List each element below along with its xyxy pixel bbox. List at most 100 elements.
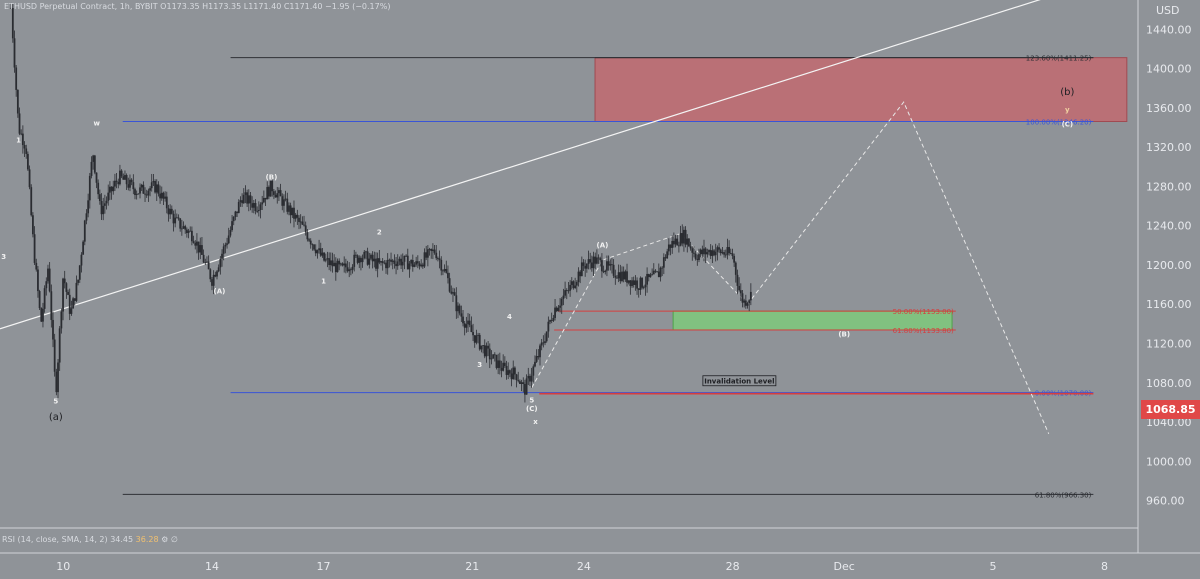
candle-body (502, 362, 505, 371)
candle-body (530, 375, 533, 382)
candle-body (28, 169, 31, 188)
candle-body (540, 342, 543, 346)
candle-body (410, 260, 413, 264)
candle-body (716, 247, 719, 252)
candle-body (490, 358, 493, 360)
candle-body (21, 133, 24, 146)
candle-body (580, 262, 583, 277)
candle-body (288, 205, 290, 212)
trendline (0, 0, 1041, 330)
candle-body (674, 238, 677, 245)
candle-body (246, 192, 249, 204)
candle-body (75, 282, 78, 301)
candle-body (331, 260, 334, 267)
candle-body (314, 249, 317, 254)
candle-body (37, 269, 39, 292)
candle-body (308, 239, 310, 241)
candle-body (68, 294, 71, 314)
candle-body (425, 252, 428, 258)
candle-body (47, 268, 49, 282)
candle-body (746, 303, 749, 306)
candle-body (642, 287, 645, 289)
candle-body (187, 230, 190, 234)
settings-icon[interactable]: ⚙ (161, 535, 169, 544)
candle-body (527, 375, 530, 379)
level-label-50.00: 50.00%(1153.00) (893, 308, 954, 316)
candle-body (585, 263, 588, 269)
wave-label: (B) (266, 174, 278, 182)
candle-body (544, 341, 546, 344)
candle-body (376, 258, 379, 269)
candle-body (214, 274, 217, 277)
candle-body (659, 267, 662, 278)
candle-body (269, 180, 272, 197)
time-axis (0, 553, 1200, 579)
candle-body (249, 195, 252, 204)
candle-body (733, 255, 736, 263)
candle-body (145, 194, 148, 196)
candle-body (189, 230, 192, 232)
candle-body (465, 324, 468, 328)
candle-body (408, 263, 411, 270)
candle-body (55, 371, 58, 393)
candle-body (43, 288, 46, 309)
candle-body (229, 230, 232, 236)
candle-body (192, 241, 195, 243)
candle-body (420, 264, 423, 267)
candle-body (95, 172, 98, 183)
candle-body (170, 208, 173, 214)
candle-body (26, 153, 29, 170)
candle-body (119, 170, 121, 185)
candle-body (667, 244, 670, 252)
wave-label: (C) (1062, 121, 1074, 129)
candle-body (575, 282, 578, 286)
candle-body (453, 292, 456, 296)
candle-body (435, 252, 438, 259)
wave-label: y (1065, 106, 1070, 114)
hide-icon[interactable]: ∅ (170, 535, 178, 544)
candle-body (144, 193, 146, 195)
candle-body (636, 280, 638, 289)
candle-body (525, 378, 528, 395)
candle-body (738, 285, 741, 291)
candle-body (150, 182, 153, 189)
candle-body (38, 291, 41, 309)
candle-body (50, 291, 53, 320)
x-tick-label: 24 (577, 560, 591, 573)
candle-body (299, 221, 302, 223)
candle-body (375, 258, 377, 269)
candle-body (261, 202, 264, 205)
candle-body (416, 261, 419, 264)
candle-body (443, 268, 446, 271)
candle-body (477, 334, 479, 336)
wave-label: x (533, 418, 538, 426)
candle-body (48, 268, 51, 292)
candle-body (688, 238, 690, 247)
candle-body (172, 213, 175, 224)
candle-body (328, 258, 331, 266)
candle-body (693, 252, 695, 254)
candle-body (251, 203, 254, 208)
candle-body (609, 264, 612, 266)
candle-body (677, 245, 680, 247)
candle-body (122, 176, 125, 180)
candle-body (262, 197, 265, 203)
candle-body (709, 250, 712, 256)
candle-body (149, 188, 151, 191)
candle-body (286, 198, 289, 212)
candle-body (519, 381, 521, 384)
candle-body (611, 264, 613, 266)
candle-body (485, 345, 488, 357)
candle-body (554, 307, 556, 318)
candle-body (565, 290, 568, 291)
candle-body (704, 248, 707, 255)
candle-body (169, 208, 172, 215)
candle-body (304, 225, 307, 233)
candle-body (743, 300, 746, 303)
candle-body (356, 255, 359, 263)
candle-body (570, 281, 573, 285)
candle-body (281, 196, 284, 206)
candle-body (311, 244, 314, 246)
candle-body (70, 308, 73, 314)
